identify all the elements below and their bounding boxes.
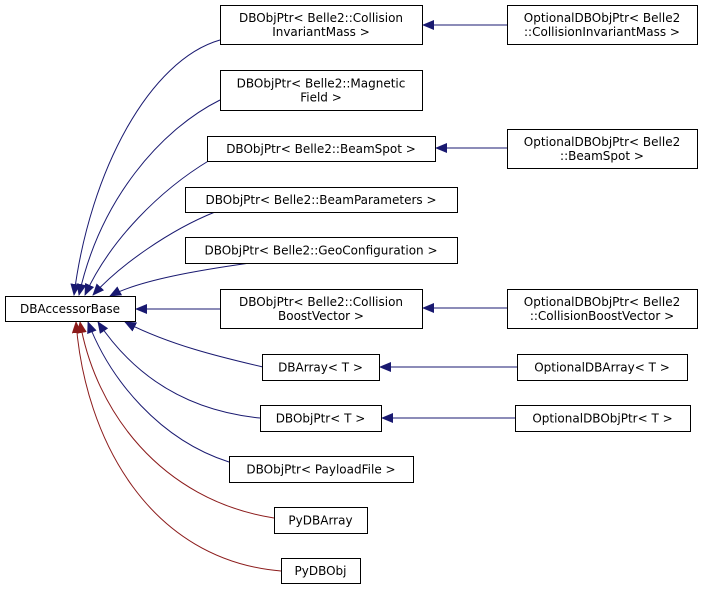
class-label: OptionalDBObjPtr< T >: [532, 412, 672, 426]
class-label: ::CollisionBoostVector >: [530, 309, 674, 323]
class-node: [517, 354, 688, 381]
inheritance-edge: [92, 211, 216, 296]
class-node: [185, 187, 458, 213]
class-label: ::CollisionInvariantMass >: [524, 25, 680, 39]
class-label: DBObjPtr< Belle2::Magnetic: [237, 77, 406, 91]
class-node: [207, 136, 436, 162]
class-label: BoostVector >: [278, 309, 364, 323]
class-node: [274, 507, 368, 534]
edges: [70, 20, 517, 572]
inheritance-edge: [109, 262, 251, 297]
class-label: ::BeamSpot >: [560, 149, 644, 163]
class-node: [260, 405, 382, 432]
class-label: DBObjPtr< PayloadFile >: [246, 463, 395, 477]
class-label: OptionalDBObjPtr< Belle2: [524, 295, 680, 309]
class-node: [507, 129, 698, 169]
class-node: [515, 405, 691, 432]
class-node: [185, 237, 458, 264]
class-label: DBObjPtr< Belle2::Collision: [239, 11, 403, 25]
class-label: DBObjPtr< Belle2::Collision: [239, 295, 403, 309]
class-label: OptionalDBObjPtr< Belle2: [524, 135, 680, 149]
class-node: [220, 289, 423, 329]
inheritance-edge: [70, 39, 221, 296]
inheritance-edge: [124, 321, 264, 368]
class-label: DBArray< T >: [278, 361, 363, 375]
inheritance-edge: [84, 159, 211, 296]
class-label: OptionalDBArray< T >: [534, 361, 670, 375]
class-label: PyDBObj: [295, 564, 347, 578]
class-label: DBObjPtr< Belle2::BeamParameters >: [206, 193, 437, 207]
inheritance-edge: [76, 321, 275, 519]
inheritance-edge: [97, 321, 261, 419]
class-label: PyDBArray: [288, 514, 352, 528]
class-label: DBAccessorBase: [20, 302, 120, 316]
class-node: [229, 456, 414, 483]
class-label: DBObjPtr< T >: [276, 412, 366, 426]
class-label: OptionalDBObjPtr< Belle2: [524, 11, 680, 25]
class-label: InvariantMass >: [272, 25, 370, 39]
inheritance-edge: [87, 321, 230, 463]
class-node: [220, 5, 423, 45]
class-node: [507, 289, 698, 329]
class-node: [262, 354, 380, 381]
class-node: [281, 558, 361, 584]
class-node: [5, 296, 136, 322]
class-label: DBObjPtr< Belle2::GeoConfiguration >: [204, 244, 437, 258]
class-label: DBObjPtr< Belle2::BeamSpot >: [226, 142, 416, 156]
inheritance-edge: [71, 321, 282, 572]
class-label: Field >: [300, 91, 342, 105]
class-node: [220, 70, 423, 111]
inheritance-edge: [76, 99, 221, 296]
class-node: [507, 5, 698, 45]
